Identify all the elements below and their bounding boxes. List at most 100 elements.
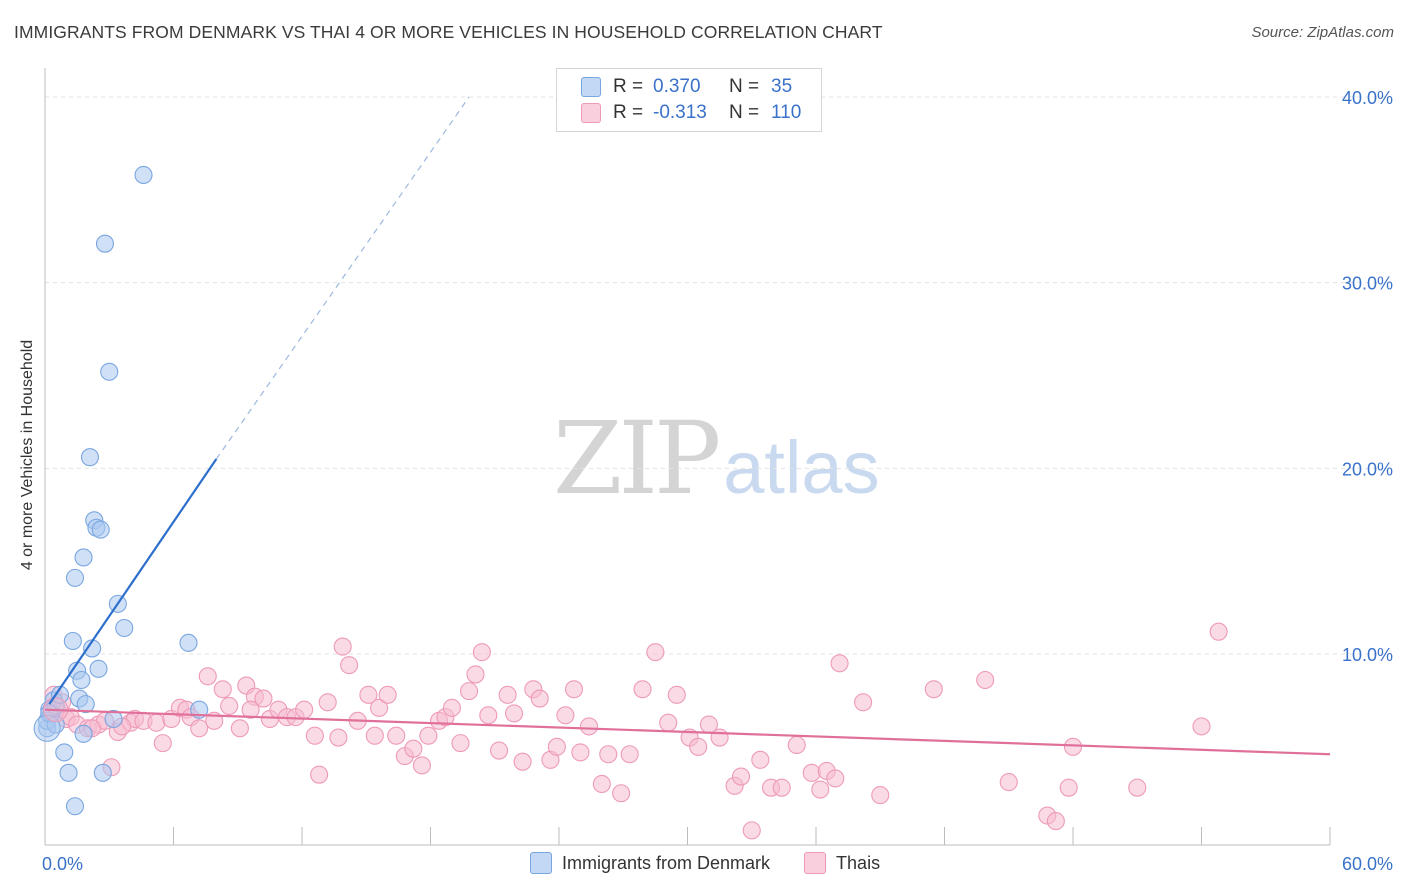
legend-row-thais: R = -0.313 N = 110 [581,101,801,125]
denmark-point [74,548,93,567]
thais-point [659,713,678,732]
source-label: Source: ZipAtlas.com [1251,24,1394,41]
denmark-point [65,797,85,816]
thais-point [811,780,830,799]
denmark-point [179,633,198,652]
legend-swatch-pink [581,103,601,123]
thais-point [731,767,751,786]
thais-point [365,726,384,745]
chart-title: IMMIGRANTS FROM DENMARK VS THAI 4 OR MOR… [14,22,883,42]
denmark-point [65,568,85,587]
denmark-point [55,743,74,762]
series-name-denmark: Immigrants from Denmark [562,852,771,873]
denmark-point [89,659,108,678]
thais-point [412,756,431,775]
x-tick-label-min: 0.0% [42,854,83,874]
thais-point [370,698,389,717]
thais-point [378,685,397,704]
denmark-point [59,763,78,782]
legend-r-label: R = [613,102,644,123]
denmark-point [91,520,110,539]
legend-r-value: -0.313 [653,102,707,123]
thais-point [459,682,479,701]
thais-point [547,737,566,756]
thais-point [854,693,873,712]
thais-point [305,726,324,745]
thais-point [295,700,314,719]
denmark-point [80,448,100,467]
y-tick-label: 30.0% [1342,274,1393,294]
series-swatch-blue [530,852,552,874]
thais-point [442,698,461,717]
thais-point [646,643,665,662]
thais-point [241,700,260,719]
thais-point [633,680,652,699]
legend-n-value: 35 [771,76,793,97]
series-legend-denmark: Immigrants from Denmark [530,852,770,874]
thais-point [1192,717,1211,736]
thais-point [198,667,217,686]
thais-point [530,689,549,708]
denmark-point [63,631,82,651]
thais-point [318,693,337,712]
denmark-point [100,362,119,381]
thais-point [472,643,491,662]
thais-point [742,821,761,840]
thais-point [1063,737,1083,756]
thais-point [802,763,821,782]
thais-point [310,765,329,784]
thais-point [976,670,995,690]
thais-point [333,637,352,656]
thais-point [489,741,509,760]
legend-n-label: N = [729,102,760,123]
thais-point [830,654,849,673]
thais-point [466,665,485,684]
denmark-trend-extension [215,96,470,460]
thais-point [230,719,249,738]
thais-point [667,685,686,704]
thais-point [359,685,378,704]
thais-point [190,719,209,738]
thais-point [451,734,470,753]
thais-point [924,680,943,699]
thais-point [599,745,618,764]
thais-point [571,743,590,762]
denmark-point [74,724,93,743]
legend-r-value: 0.370 [653,76,701,97]
thais-point [556,706,575,725]
thais-point [329,728,348,747]
y-tick-label: 40.0% [1342,88,1393,108]
thais-point [710,728,729,747]
series-legend: Immigrants from Denmark Thais [530,852,914,874]
thais-point [579,717,599,736]
legend-n-label: N = [729,76,760,97]
thais-point [689,737,708,756]
thais-point [387,726,406,745]
thais-point [1046,812,1065,831]
thais-point [787,735,806,755]
thais-point [620,745,639,764]
thais-point [504,704,524,723]
denmark-trend-line [48,458,218,705]
thais-point [498,685,517,704]
denmark-point [76,695,95,714]
thais-point [1209,622,1228,641]
denmark-point [95,234,115,253]
thais-point [220,696,239,716]
denmark-point [104,709,123,729]
legend-swatch-blue [581,77,601,97]
thais-point [772,778,791,797]
thais-trend-line [44,708,1331,756]
thais-point [479,706,498,725]
series-swatch-pink [804,852,827,874]
thais-point [826,769,845,788]
y-tick-label: 20.0% [1342,459,1393,479]
denmark-point [93,763,112,782]
y-tick-label: 10.0% [1342,645,1393,665]
thais-point [1059,778,1078,797]
thais-point [871,786,890,805]
thais-point [254,689,273,708]
thais-point [404,739,423,758]
denmark-point [115,618,134,638]
